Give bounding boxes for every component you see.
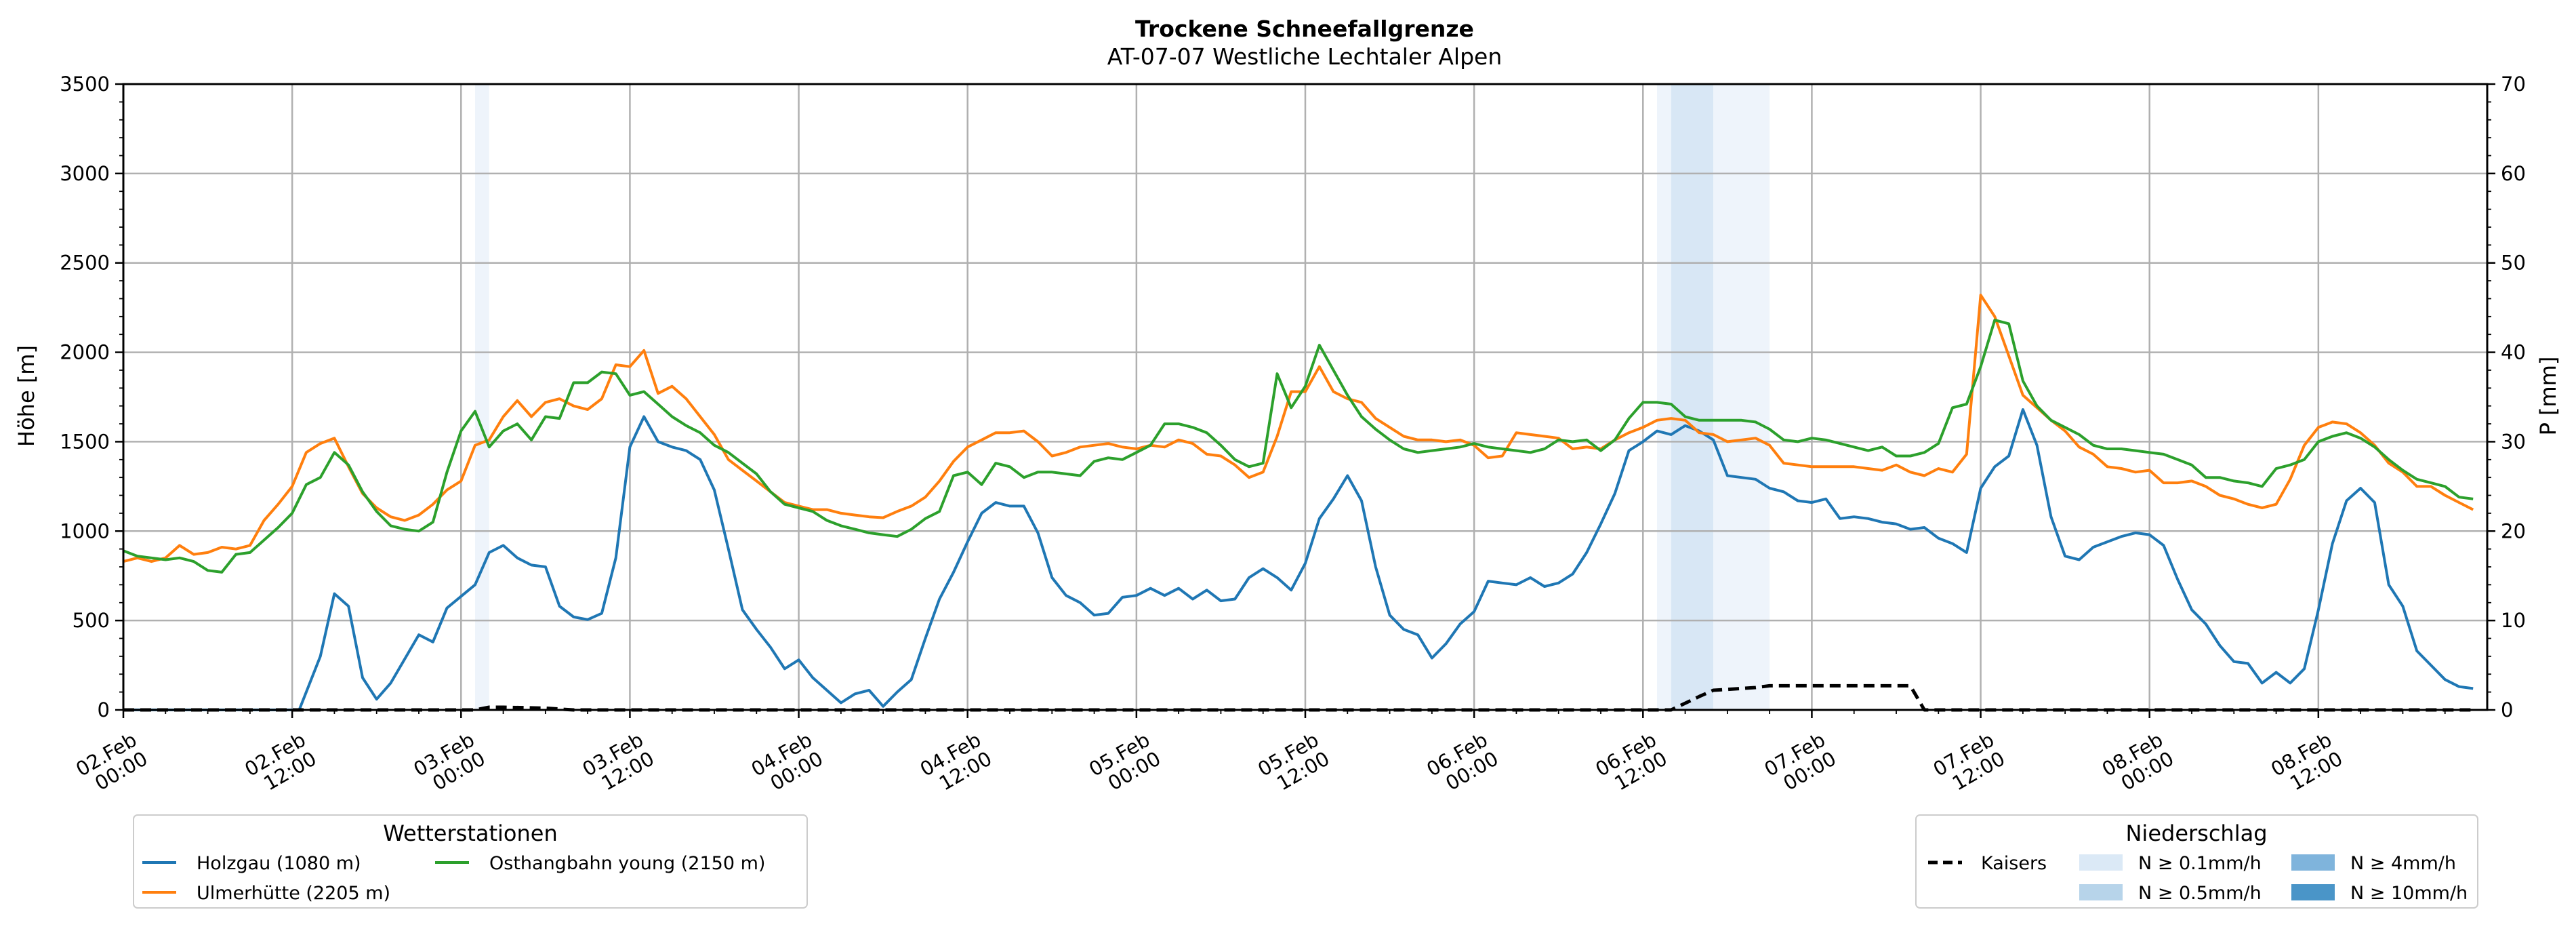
legend-swatch-precip-05 — [2079, 884, 2123, 900]
legend-label-osthangbahn: Osthangbahn young (2150 m) — [489, 853, 765, 874]
legend-label-precip-05: N ≥ 0.5mm/h — [2138, 883, 2262, 904]
legend-label-precip-10: N ≥ 10mm/h — [2350, 883, 2468, 904]
station-legend-title: Wetterstationen — [383, 820, 557, 846]
legend-label-precip-4: N ≥ 4mm/h — [2350, 853, 2456, 874]
y2-tick-label-7: 70 — [2501, 73, 2526, 96]
precip-band-2 — [1671, 84, 1714, 710]
legend-swatch-precip-01 — [2079, 854, 2123, 871]
chart-subtitle: AT-07-07 Westliche Lechtaler Alpen — [1107, 43, 1502, 70]
chart-title: Trockene Schneefallgrenze — [1135, 16, 1474, 42]
legend-label-ulmerhuette: Ulmerhütte (2205 m) — [197, 883, 390, 904]
y2-tick-label-2: 20 — [2501, 519, 2526, 542]
precipitation-bands — [475, 84, 1770, 710]
legend-label-holzgau: Holzgau (1080 m) — [197, 853, 361, 874]
legend-label-precip-01: N ≥ 0.1mm/h — [2138, 853, 2262, 874]
y2-tick-label-6: 60 — [2501, 162, 2526, 185]
y-tick-label-3: 1500 — [60, 430, 110, 453]
series-line-2 — [123, 319, 2474, 574]
legend-swatch-precip-4 — [2291, 854, 2335, 871]
precip-band-0 — [475, 84, 489, 710]
station-legend-box — [133, 814, 808, 909]
y-tick-label-2: 1000 — [60, 519, 110, 542]
y-tick-label-7: 3500 — [60, 73, 110, 96]
precip-band-1 — [1657, 84, 1671, 710]
series-line-3 — [123, 683, 2474, 712]
precip-band-3 — [1713, 84, 1770, 710]
series-lines — [123, 294, 2474, 712]
y2-axis-label: P [mm] — [2535, 357, 2561, 436]
series-line-1 — [123, 294, 2474, 563]
y2-tick-label-0: 0 — [2501, 698, 2513, 721]
station-legend: Wetterstationen Holzgau (1080 m) Ulmerhü… — [133, 814, 808, 909]
y-tick-label-6: 3000 — [60, 162, 110, 185]
y2-tick-label-3: 30 — [2501, 430, 2526, 453]
y-tick-label-5: 2500 — [60, 252, 110, 275]
y2-tick-label-4: 40 — [2501, 341, 2526, 364]
y2-tick-label-1: 10 — [2501, 609, 2526, 632]
y-axis-label: Höhe [m] — [14, 345, 39, 447]
y2-tick-label-5: 50 — [2501, 252, 2526, 275]
legend-label-kaisers: Kaisers — [1981, 853, 2047, 874]
legend-swatch-precip-10 — [2291, 884, 2335, 900]
precip-legend-title: Niederschlag — [2125, 820, 2267, 846]
precip-legend: Niederschlag Kaisers N ≥ 0.1mm/h N ≥ 0.5… — [1915, 814, 2478, 909]
precip-legend-box — [1915, 814, 2478, 909]
y-tick-label-1: 500 — [73, 609, 110, 632]
series-line-0 — [123, 408, 2474, 711]
y-tick-label-0: 0 — [98, 698, 110, 721]
y-tick-label-4: 2000 — [60, 341, 110, 364]
